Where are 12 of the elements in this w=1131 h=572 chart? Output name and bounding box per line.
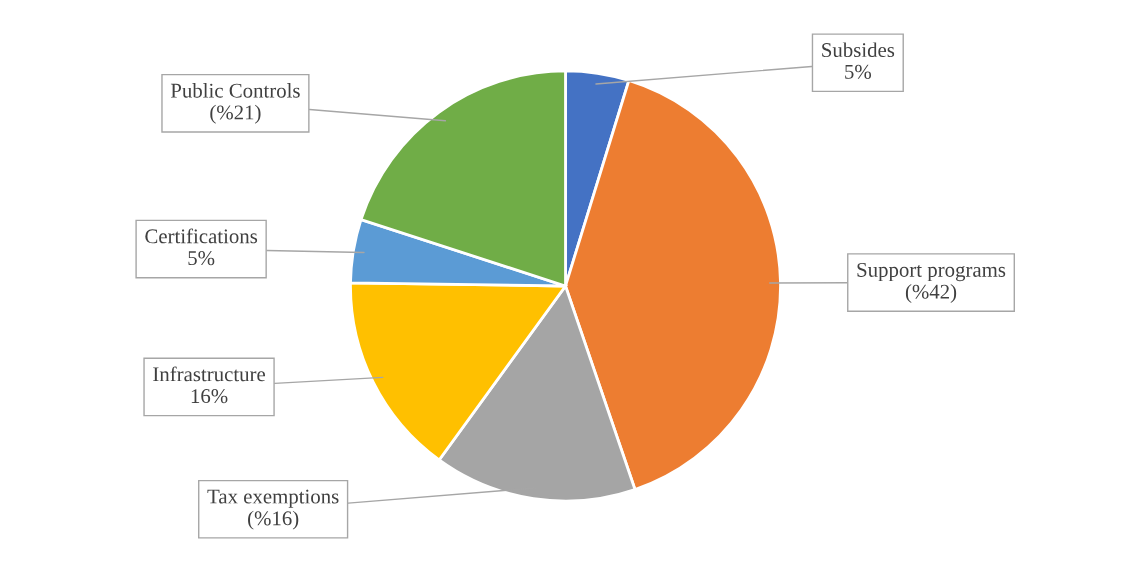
data-label: 16% [191, 389, 228, 404]
data-label: 5% [845, 64, 872, 79]
slice-label: Support programs [857, 262, 1006, 282]
data-label: (%21) [210, 104, 261, 124]
slice-label: Tax exemptions [207, 489, 339, 508]
data-label: (%42) [905, 284, 957, 303]
data-label: 5% [188, 251, 215, 266]
slice-label: Subsides [822, 42, 895, 58]
slice-label: Certifications [145, 228, 258, 244]
slice-label: Public Controls [170, 83, 300, 98]
slice-label: Infrastructure [153, 366, 266, 382]
data-label: (%16) [248, 510, 299, 530]
